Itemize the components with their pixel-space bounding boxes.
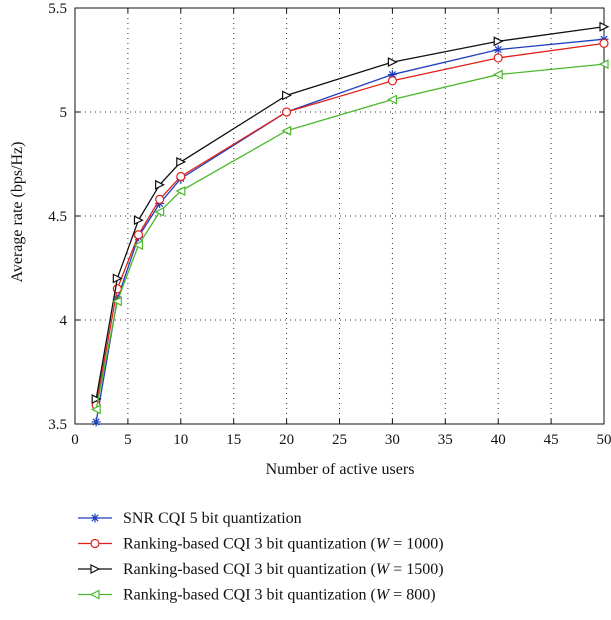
x-tick-label: 0 (71, 432, 79, 448)
y-tick-label: 3.5 (48, 417, 67, 433)
y-tick-label: 4 (60, 313, 68, 329)
data-point (134, 216, 142, 224)
data-point (156, 195, 164, 203)
series-line (96, 43, 604, 405)
legend-item: SNR CQI 5 bit quantization (78, 510, 302, 527)
legend-label: SNR CQI 5 bit quantization (123, 510, 302, 527)
x-tick-label: 30 (385, 432, 400, 448)
x-tick-label: 5 (124, 432, 132, 448)
data-point (388, 77, 396, 85)
data-point (177, 158, 185, 166)
legend-label: Ranking-based CQI 3 bit quantization (W … (123, 536, 444, 553)
series-line (96, 39, 604, 422)
legend-label-text: Ranking-based CQI 3 bit quantization ( (123, 587, 376, 604)
legend-label-text: Ranking-based CQI 3 bit quantization ( (123, 561, 376, 578)
x-tick-label: 10 (173, 432, 188, 448)
data-point (494, 45, 503, 54)
data-point (388, 96, 396, 104)
y-tick-label: 4.5 (48, 209, 67, 225)
legend-label-value: = 1500) (389, 561, 443, 578)
series-4 (92, 60, 608, 413)
legend-marker (91, 591, 99, 599)
legend-marker (91, 514, 100, 523)
x-axis-label: Number of active users (266, 461, 415, 478)
axes: 0 5 10 15 20 25 30 35 40 45 50 3.5 4 4.5 5 5.5 (48, 1, 611, 448)
x-tick-label: 25 (332, 432, 347, 448)
data-point (388, 58, 396, 66)
data-point (494, 54, 502, 62)
data-point (600, 39, 608, 47)
series-layer (92, 23, 609, 427)
legend-label: Ranking-based CQI 3 bit quantization (W … (123, 587, 436, 604)
data-point (283, 108, 291, 116)
data-point (92, 417, 101, 426)
y-tick-label: 5.5 (48, 1, 67, 17)
legend-label-value: = 1000) (389, 536, 443, 553)
y-axis-label: Average rate (bps/Hz) (9, 142, 26, 283)
data-point (494, 71, 502, 79)
legend-marker (91, 540, 99, 548)
data-point (134, 231, 142, 239)
x-tick-label: 35 (438, 432, 453, 448)
legend-marker (91, 565, 99, 573)
y-tick-label: 5 (60, 105, 68, 121)
series-2 (92, 39, 608, 409)
x-tick-label: 40 (491, 432, 506, 448)
x-tick-label: 20 (279, 432, 294, 448)
grid (75, 8, 604, 424)
legend-item: Ranking-based CQI 3 bit quantization (W … (78, 536, 444, 553)
legend-item: Ranking-based CQI 3 bit quantization (W … (78, 561, 444, 578)
legend: SNR CQI 5 bit quantization Ranking-based … (78, 510, 444, 604)
x-tick-label: 45 (544, 432, 559, 448)
data-point (177, 172, 185, 180)
plot-frame (75, 8, 604, 424)
x-tick-label: 50 (597, 432, 611, 448)
series-line (96, 27, 604, 399)
legend-label-value: = 800) (389, 587, 435, 604)
series-3 (92, 23, 608, 403)
legend-label: Ranking-based CQI 3 bit quantization (W … (123, 561, 444, 578)
legend-label-text: Ranking-based CQI 3 bit quantization ( (123, 536, 376, 553)
x-tick-label: 15 (226, 432, 241, 448)
legend-item: Ranking-based CQI 3 bit quantization (W … (78, 587, 436, 604)
series-line (96, 64, 604, 409)
legend-label-text: SNR CQI 5 bit quantization (123, 510, 302, 527)
